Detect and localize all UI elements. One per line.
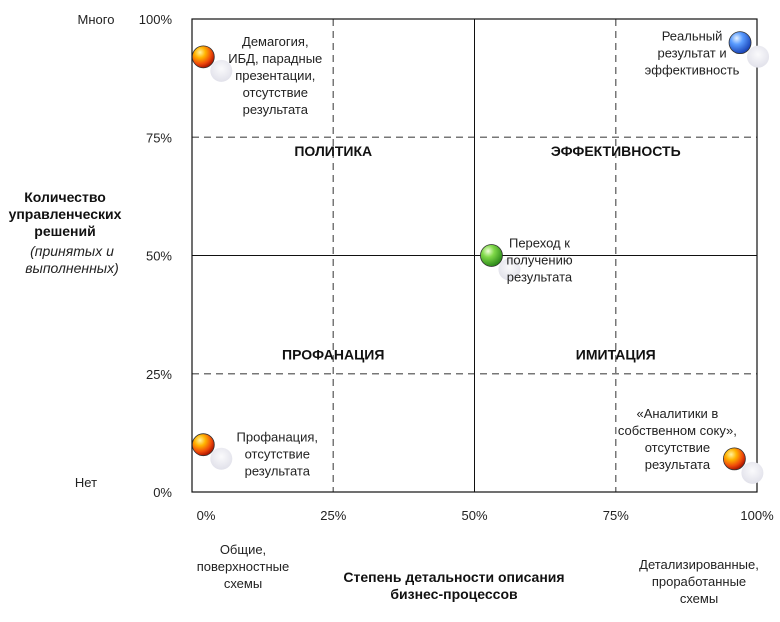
- point-label-4-line-1: Профанация,: [237, 430, 319, 445]
- y-axis-title-bold-line-1: Количество: [24, 189, 106, 205]
- x-axis-title-line-1: Степень детальности описания: [343, 569, 564, 585]
- y-tick-label-75: 75%: [146, 130, 172, 145]
- point-marker-2: [728, 31, 752, 55]
- y-axis-title-bold-line-2: управленческих: [9, 206, 122, 222]
- point-marker-3: [480, 244, 503, 267]
- point-label-1-line-5: результата: [243, 102, 309, 117]
- point-marker-1: [191, 45, 215, 69]
- x-tick-label-50: 50%: [461, 508, 487, 523]
- x-label-general-line-3: схемы: [224, 576, 262, 591]
- x-label-detailed-line-3: схемы: [680, 591, 718, 606]
- quadrant-label-4: ИМИТАЦИЯ: [576, 347, 656, 363]
- point-label-5-line-2: собственном соку»,: [618, 423, 737, 438]
- x-tick-label-25: 25%: [320, 508, 346, 523]
- y-tick-label-25: 25%: [146, 367, 172, 382]
- point-shadow-2: [747, 45, 770, 68]
- x-label-general-line-1: Общие,: [220, 542, 266, 557]
- point-marker-4: [191, 433, 215, 457]
- point-shadow-1: [210, 59, 233, 82]
- point-label-4-line-3: результата: [245, 464, 311, 479]
- x-axis-title-line-2: бизнес-процессов: [390, 586, 518, 602]
- y-tick-label-50: 50%: [146, 249, 172, 264]
- x-tick-label-100: 100%: [740, 508, 774, 523]
- y-axis-title-bold-line-3: решений: [34, 223, 95, 239]
- point-label-2-line-3: эффективность: [645, 63, 740, 78]
- point-shadow-3: [498, 258, 521, 281]
- x-label-general-line-2: поверхностные: [197, 559, 289, 574]
- x-label-detailed-line-1: Детализированные,: [639, 557, 759, 572]
- point-label-3-line-1: Переход к: [509, 236, 570, 251]
- y-label-none: Нет: [75, 475, 97, 490]
- point-label-1-line-3: презентации,: [235, 68, 315, 83]
- plot-frame: [191, 18, 758, 493]
- x-label-detailed-line-2: проработанные: [652, 574, 746, 589]
- point-label-5-line-1: «Аналитики в: [636, 406, 718, 421]
- point-label-3-line-2: получению: [506, 253, 573, 268]
- y-tick-label-100: 100%: [139, 12, 173, 27]
- y-label-many: Много: [78, 12, 115, 27]
- point-label-5-line-3: отсутствие: [645, 440, 710, 455]
- point-label-1-line-2: ИБД, парадные: [228, 51, 322, 66]
- point-label-2-line-2: результат и: [657, 46, 726, 61]
- point-marker-5: [723, 447, 746, 471]
- point-label-4-line-2: отсутствие: [245, 447, 310, 462]
- point-label-3-line-3: результата: [507, 270, 573, 285]
- quadrant-label-2: ЭФФЕКТИВНОСТЬ: [551, 143, 681, 159]
- y-tick-label-0: 0%: [153, 485, 172, 500]
- y-axis-title-italic-line-1: (принятых и: [30, 243, 114, 259]
- x-tick-label-75: 75%: [603, 508, 629, 523]
- x-tick-label-0: 0%: [197, 508, 216, 523]
- point-label-5-line-4: результата: [645, 457, 711, 472]
- point-shadow-5: [741, 461, 764, 484]
- point-label-2-line-1: Реальный: [662, 29, 723, 44]
- point-label-1-line-4: отсутствие: [243, 85, 308, 100]
- quadrant-label-3: ПРОФАНАЦИЯ: [282, 347, 384, 363]
- point-label-1-line-1: Демагогия,: [242, 34, 309, 49]
- y-axis-title-italic-line-2: выполненных): [25, 260, 119, 276]
- quadrant-label-1: ПОЛИТИКА: [294, 143, 372, 159]
- point-shadow-4: [210, 447, 233, 470]
